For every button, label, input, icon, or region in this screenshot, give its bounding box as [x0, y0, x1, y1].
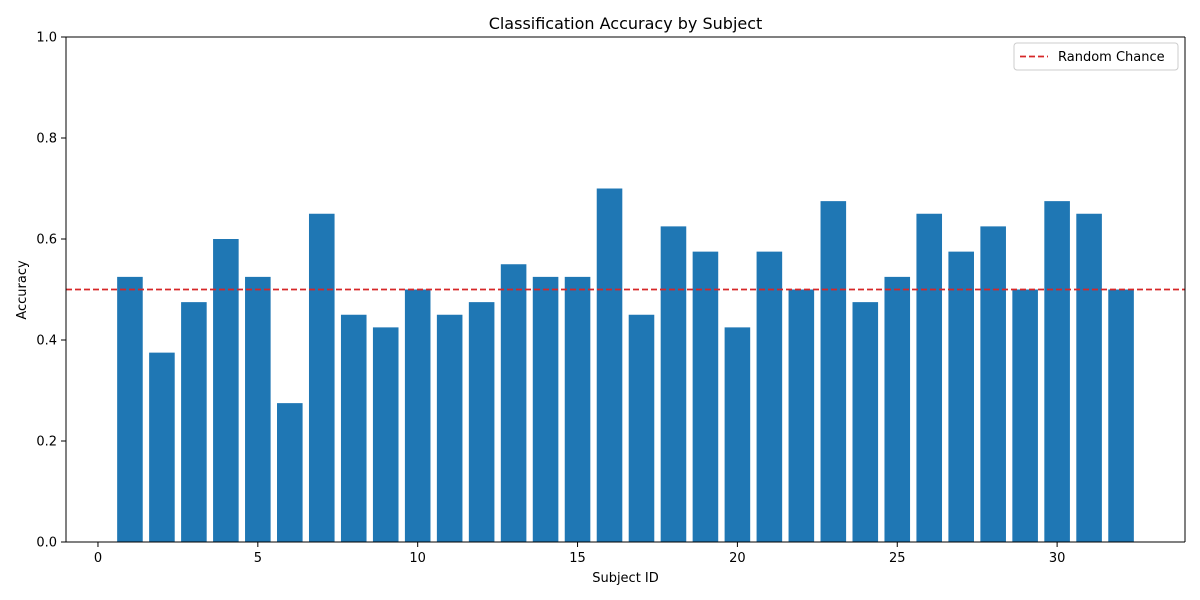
legend: Random Chance	[1013, 42, 1179, 71]
y-tick-label: 0.4	[36, 334, 57, 349]
bar-subject-26	[916, 213, 943, 542]
bar-subject-24	[852, 302, 879, 543]
bar-subject-21	[756, 251, 783, 543]
x-tick-label: 25	[889, 551, 906, 566]
bar-subject-8	[340, 314, 367, 542]
bar-subject-25	[884, 276, 911, 543]
legend-label-random-chance: Random Chance	[1058, 50, 1165, 65]
bar-subject-19	[692, 251, 719, 543]
bar-subject-20	[724, 327, 751, 543]
bar-subject-10	[404, 289, 431, 542]
bar-subject-27	[948, 251, 974, 543]
y-tick-label: 0.2	[36, 435, 57, 450]
bar-subject-15	[564, 276, 591, 543]
bar-subject-14	[532, 276, 559, 543]
bar-subject-17	[628, 314, 655, 542]
bar-subject-6	[277, 403, 303, 543]
y-axis-title: Accuracy	[15, 260, 30, 320]
bars-group	[117, 188, 1134, 543]
bar-subject-9	[372, 327, 399, 543]
x-tick-label: 30	[1049, 551, 1066, 566]
bar-subject-1	[117, 276, 143, 543]
chart-title: Classification Accuracy by Subject	[489, 14, 763, 33]
x-tick-label: 0	[94, 551, 102, 566]
bar-subject-23	[820, 201, 847, 543]
bar-subject-30	[1044, 201, 1070, 543]
bar-subject-11	[436, 314, 463, 542]
x-axis-title: Subject ID	[592, 571, 659, 586]
bar-subject-18	[660, 226, 687, 543]
x-tick-label: 20	[729, 551, 746, 566]
bar-subject-16	[596, 188, 623, 542]
bar-subject-32	[1108, 289, 1134, 542]
bar-subject-29	[1012, 289, 1038, 542]
ticks-group: 0 5 10 15 20 25 30 0.0 0.2 0.4 0.6 0.8 1.0	[36, 31, 1065, 567]
x-tick-label: 15	[569, 551, 586, 566]
bar-subject-13	[500, 264, 527, 542]
bar-subject-12	[468, 302, 495, 543]
bar-subject-5	[245, 276, 271, 543]
y-tick-label: 0.6	[36, 233, 57, 248]
bar-subject-31	[1076, 213, 1102, 542]
bar-subject-2	[149, 352, 175, 543]
x-tick-label: 5	[254, 551, 262, 566]
bar-subject-4	[213, 239, 239, 542]
y-tick-label: 0.8	[36, 132, 57, 147]
axes-group	[65, 36, 1186, 543]
y-tick-label: 1.0	[36, 31, 57, 46]
bar-subject-22	[788, 289, 815, 542]
y-tick-label: 0.0	[36, 536, 57, 551]
x-tick-label: 10	[409, 551, 426, 566]
legend-box	[1013, 42, 1179, 71]
bar-subject-28	[980, 226, 1006, 543]
bar-subject-3	[181, 302, 207, 543]
bar-subject-7	[308, 213, 335, 542]
